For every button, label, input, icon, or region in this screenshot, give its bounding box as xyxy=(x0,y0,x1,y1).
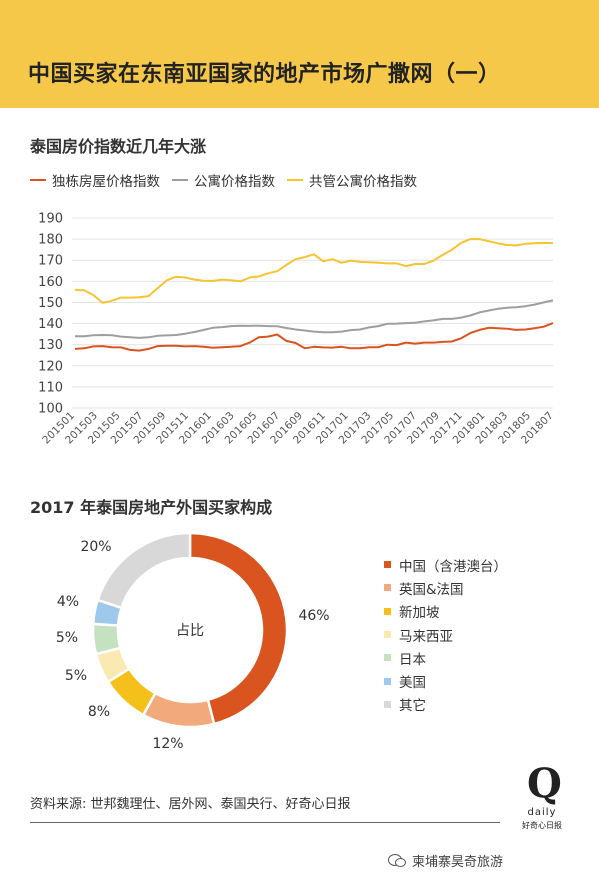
legend-label: 中国（含港澳台） xyxy=(399,558,507,575)
y-tick-label: 130 xyxy=(38,338,63,353)
watermark: 柬埔寨昊奇旅游 xyxy=(388,851,503,870)
legend-swatch xyxy=(30,179,46,181)
legend-swatch xyxy=(172,179,188,181)
slice-value-label: 5% xyxy=(65,668,87,684)
y-tick-label: 180 xyxy=(38,233,63,248)
donut-slice xyxy=(91,622,122,656)
source-divider xyxy=(30,822,500,823)
donut-slice xyxy=(141,691,216,729)
legend-label: 新加坡 xyxy=(399,605,440,622)
line-chart-legend: 独栋房屋价格指数 公寓价格指数 共管公寓价格指数 xyxy=(30,170,429,190)
legend-label: 独栋房屋价格指数 xyxy=(52,174,160,190)
y-tick-label: 190 xyxy=(38,212,63,227)
line-chart: 1001101201301401501601701801902015012015… xyxy=(38,212,556,447)
donut-legend: 中国（含港澳台） 英国&法国新加坡马来西亚日本美国其它 xyxy=(384,553,507,716)
legend-label: 马来西亚 xyxy=(399,628,453,645)
donut-legend-item: 日本 xyxy=(384,646,507,669)
legend-swatch xyxy=(384,631,391,639)
legend-swatch xyxy=(384,584,391,592)
source-note: 资料来源: 世邦魏理仕、居外网、泰国央行、好奇心日报 xyxy=(30,797,351,812)
logo-subtitle: 好奇心日报 xyxy=(522,821,562,830)
donut-slice xyxy=(91,598,124,627)
legend-label: 公寓价格指数 xyxy=(194,174,275,190)
slice-value-label: 4% xyxy=(57,594,79,610)
donut-legend-item: 新加坡 xyxy=(384,600,507,623)
legend-swatch xyxy=(384,677,391,685)
legend-swatch xyxy=(384,607,391,615)
y-tick-label: 160 xyxy=(38,275,63,290)
donut-legend-item: 马来西亚 xyxy=(384,623,507,646)
legend-label: 美国 xyxy=(399,675,426,692)
donut-slice xyxy=(94,646,131,684)
header-banner: 中国买家在东南亚国家的地产市场广撒网（一） xyxy=(0,0,599,108)
legend-label: 共管公寓价格指数 xyxy=(309,174,417,190)
y-tick-label: 100 xyxy=(38,402,63,417)
y-tick-label: 170 xyxy=(38,254,63,269)
slice-value-label: 12% xyxy=(152,736,183,752)
y-tick-label: 150 xyxy=(38,296,63,311)
series-line-2 xyxy=(74,238,554,304)
logo-letter: Q xyxy=(527,760,562,807)
legend-label: 其它 xyxy=(399,698,426,715)
donut-center-label: 占比 xyxy=(176,623,204,639)
y-tick-label: 110 xyxy=(38,380,63,395)
donut-slice xyxy=(106,666,158,717)
legend-item-apartment: 公寓价格指数 xyxy=(172,170,275,190)
y-tick-label: 140 xyxy=(38,317,63,332)
series-line-1 xyxy=(75,299,554,339)
legend-swatch xyxy=(384,561,391,569)
legend-label: 日本 xyxy=(399,651,426,668)
watermark-text: 柬埔寨昊奇旅游 xyxy=(412,855,504,870)
slice-value-label: 8% xyxy=(88,704,110,720)
slice-value-label: 46% xyxy=(298,608,329,624)
donut-slice xyxy=(188,531,289,726)
legend-swatch xyxy=(287,179,303,181)
pie-chart-title: 2017 年泰国房地产外国买家构成 xyxy=(30,498,273,517)
legend-swatch xyxy=(384,700,391,708)
donut-legend-item: 英国&法国 xyxy=(384,576,507,599)
donut-legend-item: 其它 xyxy=(384,693,507,716)
slice-value-label: 20% xyxy=(80,539,111,555)
y-tick-label: 120 xyxy=(38,359,63,374)
legend-item-condo: 共管公寓价格指数 xyxy=(287,170,417,190)
legend-item-detached: 独栋房屋价格指数 xyxy=(30,170,160,190)
series-line-0 xyxy=(74,322,554,352)
donut-legend-item: 中国（含港澳台） xyxy=(384,553,507,576)
line-chart-title: 泰国房价指数近几年大涨 xyxy=(30,137,207,156)
legend-label: 英国&法国 xyxy=(399,581,464,598)
page-title: 中国买家在东南亚国家的地产市场广撒网（一） xyxy=(28,62,501,87)
slice-value-label: 5% xyxy=(56,630,78,646)
logo-word: daily xyxy=(527,807,557,818)
legend-swatch xyxy=(384,654,391,662)
wechat-icon xyxy=(388,853,406,868)
donut-legend-item: 美国 xyxy=(384,669,507,692)
donut-slice xyxy=(96,531,192,610)
